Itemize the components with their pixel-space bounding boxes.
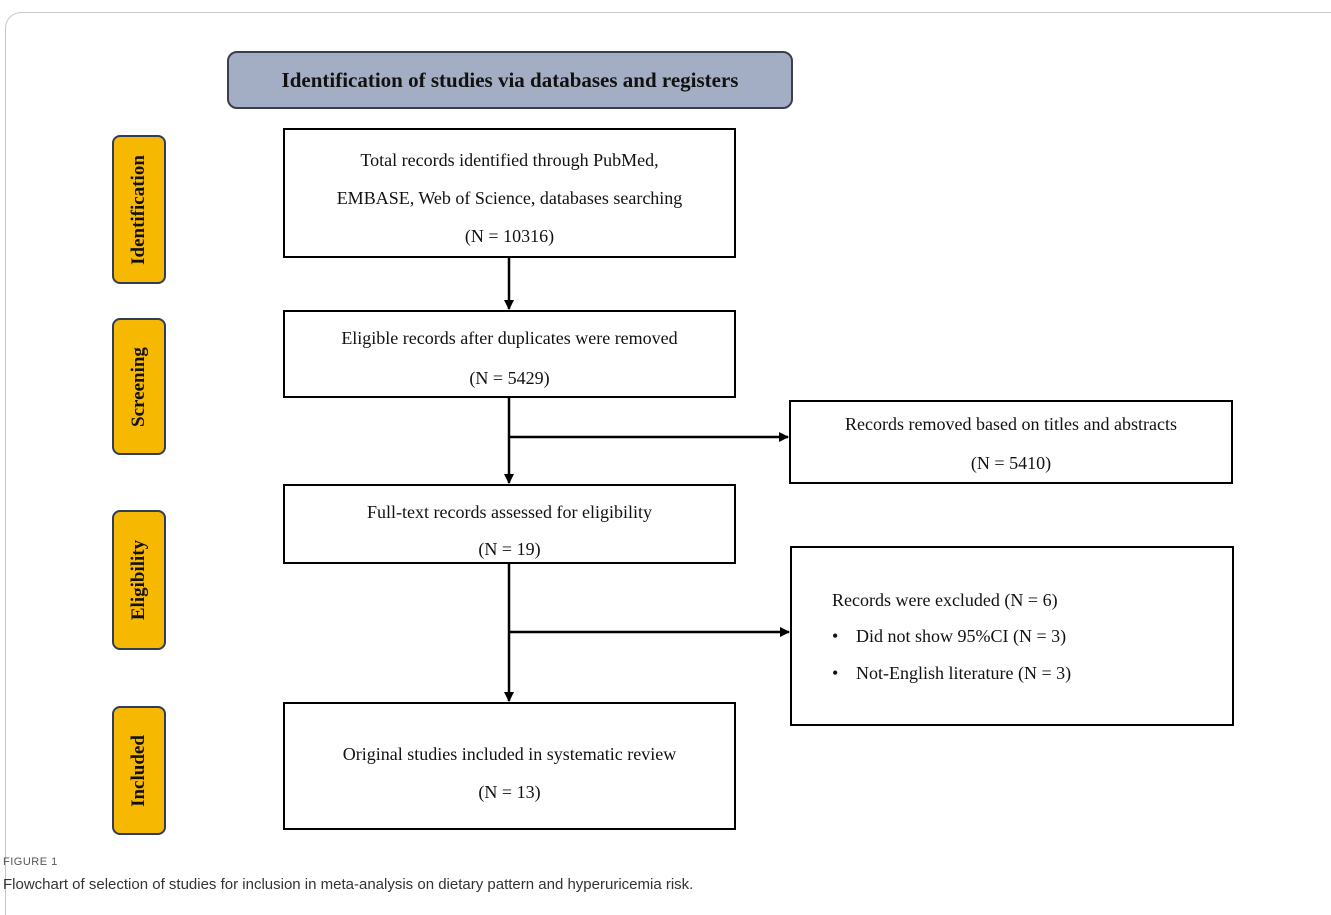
excluded-reason-item: • Did not show 95%CI (N = 3): [832, 626, 1066, 647]
box-records-screened-line: Eligible records after duplicates were r…: [341, 328, 678, 348]
figure-frame: [5, 12, 1331, 915]
box-records-identified-count: (N = 10316): [464, 226, 555, 246]
flow-header: Identification of studies via databases …: [227, 51, 793, 109]
box-fulltext-assessed: Full-text records assessed for eligibili…: [283, 484, 736, 564]
box-records-excluded-title: Records were excluded (N = 6): [832, 590, 1058, 610]
box-studies-included-count: (N = 13): [478, 782, 541, 802]
box-records-screened: Eligible records after duplicates were r…: [283, 310, 736, 398]
excluded-reason-text: Did not show 95%CI (N = 3): [856, 626, 1067, 646]
stage-screening: Screening: [112, 318, 166, 455]
bullet-dot: •: [832, 626, 839, 646]
bullet-dot: •: [832, 663, 839, 683]
stage-identification: Identification: [112, 135, 166, 284]
box-records-identified-line: EMBASE, Web of Science, databases search…: [336, 188, 683, 208]
box-records-removed-count: (N = 5410): [970, 453, 1052, 473]
box-records-excluded: Records were excluded (N = 6) • Did not s…: [790, 546, 1234, 726]
stage-eligibility: Eligibility: [112, 510, 166, 650]
stage-included: Included: [112, 706, 166, 835]
box-studies-included: Original studies included in systematic …: [283, 702, 736, 830]
figure-label: FIGURE 1: [3, 856, 58, 868]
box-records-identified: Total records identified through PubMed,…: [283, 128, 736, 258]
box-fulltext-assessed-count: (N = 19): [478, 539, 541, 559]
box-records-removed-line: Records removed based on titles and abst…: [845, 414, 1177, 434]
box-records-identified-line: Total records identified through PubMed,: [360, 150, 659, 170]
excluded-reason-item: • Not-English literature (N = 3): [832, 663, 1071, 684]
box-studies-included-line: Original studies included in systematic …: [342, 744, 677, 764]
box-records-screened-count: (N = 5429): [469, 368, 550, 388]
excluded-reason-text: Not-English literature (N = 3): [856, 663, 1072, 683]
box-fulltext-assessed-line: Full-text records assessed for eligibili…: [367, 502, 652, 522]
figure-caption: Flowchart of selection of studies for in…: [3, 876, 694, 893]
box-records-removed: Records removed based on titles and abst…: [789, 400, 1233, 484]
